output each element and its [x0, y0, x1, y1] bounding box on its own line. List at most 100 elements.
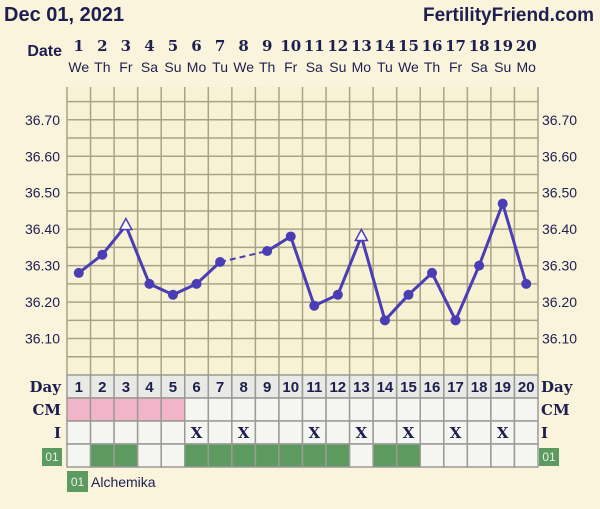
intercourse-cell: [207, 420, 233, 445]
temperature-line-segment: [101, 224, 128, 256]
tag-01-cell: [513, 443, 539, 468]
day-number: 2: [98, 379, 106, 396]
date-number: 10: [280, 37, 301, 55]
weekday-label: Tu: [212, 59, 228, 75]
day-row-label-right: Day: [541, 378, 574, 396]
date-number: 18: [469, 37, 490, 55]
temperature-line-segment: [336, 235, 363, 296]
date-number: 1: [74, 37, 84, 55]
tag-01-cell: [395, 443, 422, 468]
temperature-line-segment: [383, 293, 410, 322]
weekday-label: Su: [329, 59, 346, 75]
day-number: 12: [329, 379, 346, 396]
tag-01-cell: [443, 443, 469, 468]
cm-cell: [207, 397, 233, 422]
weekday-label: Th: [94, 59, 110, 75]
date-number: 5: [168, 37, 178, 55]
temperature-line-segment: [501, 203, 528, 285]
intercourse-mark: X: [308, 424, 320, 442]
date-number: 14: [374, 37, 395, 55]
legend-tag-badge: [67, 471, 88, 492]
temperature-point: [215, 256, 226, 267]
intercourse-mark: X: [497, 424, 509, 442]
day-row-label-left: Day: [30, 378, 63, 396]
y-tick-label-left: 36.30: [25, 258, 60, 274]
site-name[interactable]: FertilityFriend.com: [423, 5, 594, 26]
intercourse-mark: X: [356, 424, 368, 442]
intercourse-cell: [254, 420, 280, 445]
date-number: 9: [262, 37, 272, 55]
date-number: 15: [398, 37, 419, 55]
date-number: 2: [97, 37, 107, 55]
weekday-label: Mo: [352, 59, 372, 75]
cm-row-label-right: CM: [541, 401, 570, 419]
cm-cell: [395, 397, 422, 422]
temperature-point: [379, 315, 390, 326]
date-number: 19: [492, 37, 513, 55]
cm-cell: [113, 397, 139, 422]
temperature-point: [167, 289, 178, 300]
day-number: 4: [145, 379, 154, 396]
weekday-label: Sa: [306, 59, 323, 75]
weekday-label: We: [398, 59, 419, 75]
y-tick-label-left: 36.20: [25, 294, 60, 310]
cm-cell: [231, 397, 257, 422]
tag-01-cell: [419, 443, 445, 468]
intercourse-cell: [466, 420, 492, 445]
temperature-line-segment: [359, 236, 387, 321]
date-row-label: Date: [27, 43, 62, 60]
cm-cell: [419, 397, 445, 422]
cm-cell: [466, 397, 492, 422]
tag-01-label-right: 01: [542, 450, 556, 464]
intercourse-cell: [372, 420, 398, 445]
day-number: 15: [400, 379, 417, 396]
weekday-label: We: [68, 59, 89, 75]
weekday-label: Sa: [141, 59, 158, 75]
day-number: 18: [471, 379, 488, 396]
y-tick-label-left: 36.60: [25, 148, 60, 164]
tag-01-badge-left: [42, 448, 62, 466]
tag-01-cell: [278, 443, 304, 468]
intercourse-cell: [66, 420, 92, 445]
cm-cell: [348, 397, 374, 422]
weekday-label: Su: [494, 59, 511, 75]
tag-01-cell: [66, 443, 92, 468]
day-number: 20: [518, 379, 535, 396]
temperature-line-dashed: [219, 250, 268, 263]
date-number: 7: [215, 37, 225, 55]
temperature-line-segment: [124, 224, 151, 285]
temperature-point-triangle: [354, 227, 369, 242]
temperature-point: [97, 249, 108, 260]
day-number: 6: [192, 379, 200, 396]
day-number: 8: [239, 379, 247, 396]
date-number: 11: [304, 37, 325, 55]
weekday-label: Mo: [187, 59, 207, 75]
day-number: 16: [424, 379, 441, 396]
day-number: 19: [494, 379, 511, 396]
date-number: 12: [327, 37, 348, 55]
tag-01-cell: [348, 443, 374, 468]
weekday-label: Mo: [516, 59, 536, 75]
temperature-point: [191, 278, 202, 289]
cm-cell: [66, 397, 92, 422]
cm-cell: [278, 397, 304, 422]
y-tick-label-right: 36.50: [542, 185, 577, 201]
tag-01-cell: [254, 443, 280, 468]
day-number: 1: [75, 379, 83, 396]
cm-cell: [254, 397, 280, 422]
intercourse-cell: [325, 420, 351, 445]
i-row-label-right: I: [541, 424, 548, 442]
weekday-label: Su: [164, 59, 181, 75]
chart-date-title: Dec 01, 2021: [4, 4, 124, 26]
y-tick-label-left: 36.10: [25, 331, 60, 347]
temperature-point: [450, 315, 461, 326]
temperature-line-segment: [195, 260, 222, 285]
tag-01-cell: [301, 443, 327, 468]
y-tick-label-right: 36.70: [542, 112, 577, 128]
cm-cell: [443, 397, 469, 422]
tag-01-label-left: 01: [45, 450, 59, 464]
tag-01-cell: [160, 443, 186, 468]
temperature-point: [262, 246, 273, 257]
intercourse-cell: [513, 420, 539, 445]
y-tick-label-left: 36.70: [25, 112, 60, 128]
